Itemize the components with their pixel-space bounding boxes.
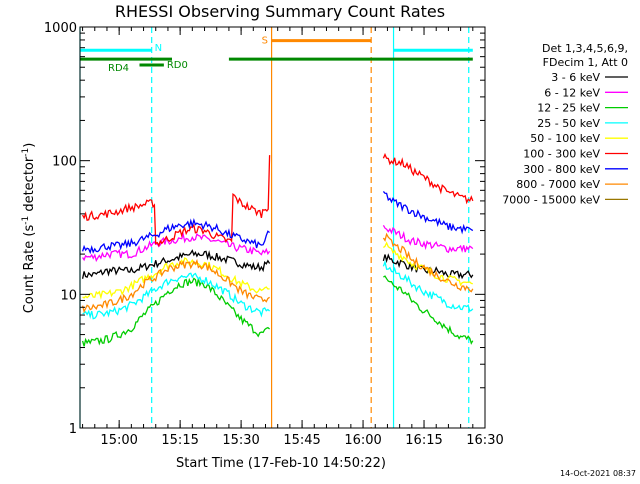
series-line-1-0: [82, 231, 271, 263]
x-tick-label-1: 15:15: [161, 433, 198, 448]
legend: 3 - 6 keV 6 - 12 keV 12 - 25 keV 25 - 50 ke…: [502, 71, 628, 206]
series-line-0-0: [81, 249, 271, 279]
legend-label-8: 7000 - 15000 keV: [502, 193, 600, 206]
legend-label-7: 800 - 7000 keV: [516, 178, 600, 191]
series-line-6-1: [382, 190, 474, 235]
legend-label-6: 300 - 800 keV: [523, 163, 600, 176]
series-line-7-1: [382, 232, 474, 293]
x-tick-label-3: 15:45: [283, 433, 320, 448]
series-line-3-0: [82, 272, 271, 320]
plot-data: N RD0 RD4 S: [79, 27, 474, 428]
legend-label-2: 12 - 25 keV: [537, 102, 600, 115]
legend-label-1: 6 - 12 keV: [544, 86, 600, 99]
series-line-5-0: [82, 155, 271, 248]
legend-label-5: 100 - 300 keV: [523, 148, 600, 161]
y-axis-label-end: ): [22, 143, 37, 148]
chart-title: RHESSI Observing Summary Count Rates: [115, 2, 445, 21]
legend-label-3: 25 - 50 keV: [537, 117, 600, 130]
series-line-3-1: [382, 259, 474, 312]
marker-label-rd4: RD4: [108, 63, 129, 74]
series-line-7-0: [81, 258, 270, 314]
y-axis-label-sup2: -1: [21, 148, 31, 157]
series-line-2-0: [81, 277, 271, 347]
x-tick-label-2: 15:30: [222, 433, 259, 448]
series-line-4-1: [383, 241, 473, 287]
legend-header-line2: FDecim 1, Att 0: [543, 56, 628, 69]
marker-label-n: N: [155, 43, 162, 54]
legend-label-0: 3 - 6 keV: [551, 71, 600, 84]
plot-frame: [79, 26, 486, 429]
x-tick-label-0: 15:00: [100, 433, 137, 448]
x-axis-label: Start Time (17-Feb-10 14:50:22): [176, 456, 386, 471]
legend-label-4: 50 - 100 keV: [530, 132, 600, 145]
x-tick-label-6: 16:30: [466, 433, 503, 448]
series-line-6-0: [81, 218, 270, 255]
x-tick-label-5: 16:15: [405, 433, 442, 448]
x-tick-label-4: 16:00: [344, 433, 381, 448]
y-tick-label-0: 1: [69, 422, 77, 437]
y-axis-label-mid: detector: [22, 156, 37, 216]
plot-axes: 15:00 15:15 15:30 15:45 16:00 16:15 16:30 1 10 10…: [44, 21, 504, 448]
y-tick-label-1: 10: [60, 288, 77, 303]
render-timestamp: 14-Oct-2021 08:37: [560, 469, 636, 478]
y-axis-label-main: Count Rate (s: [22, 225, 37, 314]
series-line-2-1: [383, 275, 474, 345]
y-tick-label-2: 100: [52, 155, 77, 170]
y-axis-label-sup1: -1: [21, 216, 31, 225]
y-axis-label: Count Rate (s-1 detector-1): [21, 143, 37, 314]
legend-header-line1: Det 1,3,4,5,6,9,: [542, 42, 628, 55]
series-line-1-1: [382, 224, 474, 254]
marker-label-s: S: [262, 36, 268, 47]
marker-label-rd0: RD0: [167, 60, 188, 71]
y-tick-label-3: 1000: [44, 21, 77, 36]
series-line-5-1: [382, 152, 474, 205]
